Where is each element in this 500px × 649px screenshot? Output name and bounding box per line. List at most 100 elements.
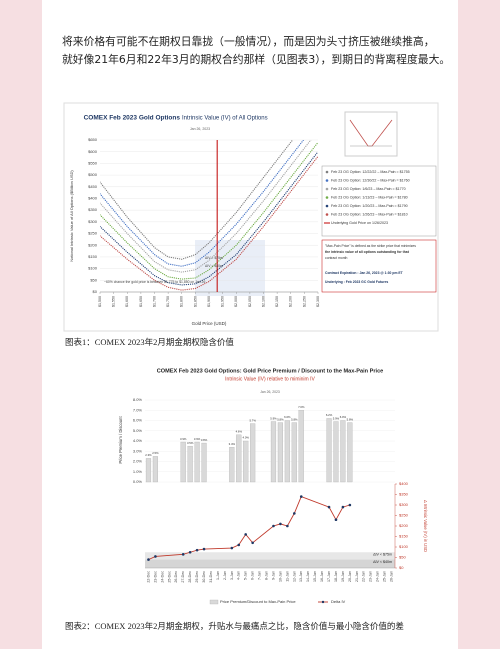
x-tick-label: 2-Jan <box>223 571 227 580</box>
bar <box>180 441 186 483</box>
x-tick-label: $1,550 <box>112 296 116 307</box>
x-axis-label: Gold Price (USD) <box>192 321 227 326</box>
x-tick-label: $1,500 <box>98 296 102 307</box>
figure-caption: 图表1：COMEX 2023年2月期金期权隐含价值 <box>65 337 234 347</box>
chart-title-suffix: Intrinsic Value (IV) of All Options <box>182 116 268 122</box>
annotation: ~60% chance the gold price is between $1… <box>104 280 205 284</box>
x-tick-label: 7-Jan <box>258 571 262 580</box>
x-tick-label: 11-Jan <box>285 571 289 582</box>
bar <box>291 422 297 483</box>
curve <box>100 140 294 260</box>
x-tick-label: $2,250 <box>302 296 306 307</box>
line-point <box>181 553 185 556</box>
x-tick-label: 5-Jan <box>244 571 248 580</box>
y-tick-label: 0.0% <box>133 479 143 484</box>
chart-date: Jan 26, 2023 <box>260 390 280 394</box>
y-tick-label: $200 <box>88 242 98 247</box>
x-tick-label: 6-Jan <box>251 571 255 580</box>
legend-label: Feb 23 OG Option: 12/30/22 – Max-Pain = … <box>331 178 410 182</box>
line-point <box>195 548 199 552</box>
curve <box>100 141 318 280</box>
band-label: ΔIV < $40m <box>373 560 392 564</box>
y2-tick-label: $400 <box>399 481 409 486</box>
y-tick-label: $500 <box>88 172 98 177</box>
x-tick-label: $2,300 <box>316 296 320 307</box>
annotation: ΔIV = $75m <box>205 256 223 260</box>
y-tick-label: $350 <box>88 207 98 212</box>
x-tick-label: 16-Jan <box>320 571 324 582</box>
y-axis-label: Notional Intrinsic Value of All Options … <box>69 170 74 262</box>
line-point <box>188 550 192 554</box>
bar-label: 6.0% <box>284 415 291 419</box>
x-tick-label: 10-Jan <box>278 571 282 582</box>
y-tick-label: $50 <box>90 277 97 282</box>
band <box>145 552 395 568</box>
legend-label: Feb 23 OG Option: 1/20/23 – Max-Pain = $… <box>331 204 408 208</box>
bar-label: 4.6% <box>236 430 243 434</box>
x-tick-label: 8-Jan <box>264 571 268 580</box>
y2-tick-label: $250 <box>399 513 409 518</box>
bar <box>243 440 249 483</box>
y-tick-label: $150 <box>88 254 98 259</box>
bar-label: 3.4% <box>229 442 236 446</box>
figure-caption: 图表2：COMEX 2023年2月期金期权，升贴水与最痛点之比，隐含价值与最小隐… <box>65 621 404 631</box>
bar <box>236 434 242 483</box>
line-point <box>334 518 338 521</box>
curve <box>100 151 318 286</box>
x-tick-label: 3-Jan <box>230 571 234 580</box>
bar <box>298 410 304 483</box>
x-tick-label: 31-Dec <box>209 571 213 583</box>
x-tick-label: $2,000 <box>234 296 238 307</box>
x-tick-label: $1,950 <box>221 296 225 307</box>
line-point <box>147 558 150 561</box>
x-tick-label: 26-Dec <box>174 571 178 583</box>
legend-label: Feb 23 OG Option: 1/6/23 – Max-Pain = $1… <box>331 187 406 191</box>
x-tick-label: 21-Jan <box>355 571 359 582</box>
x-tick-label: 17-Jan <box>327 571 331 582</box>
x-tick-label: $2,200 <box>289 296 293 307</box>
line-point <box>244 533 247 536</box>
legend-swatch <box>325 204 329 208</box>
x-tick-label: 30-Dec <box>202 571 206 583</box>
curve <box>100 140 305 267</box>
x-tick-label: 24-Jan <box>376 571 380 582</box>
note: contract month <box>325 256 348 260</box>
x-tick-label: 29-Dec <box>195 571 199 583</box>
legend-box <box>321 165 437 237</box>
legend-label: Underlying Gold Price on 1/26/2023 <box>331 221 388 225</box>
bar <box>250 423 256 483</box>
line-point <box>327 505 331 509</box>
y-tick-label: 4.0% <box>133 438 143 443</box>
bar-label: 3.5% <box>187 441 194 445</box>
y-tick-label: 2.0% <box>133 459 143 464</box>
y-tick-label: 8.0% <box>133 397 143 402</box>
line-point <box>348 503 352 507</box>
x-tick-label: $2,100 <box>261 296 265 307</box>
y-tick-label: 5.0% <box>133 428 143 433</box>
line-point <box>230 546 234 550</box>
bar <box>277 422 283 483</box>
bar <box>270 421 277 483</box>
x-tick-label: 24-Dec <box>160 571 164 583</box>
bar <box>284 420 290 483</box>
legend-swatch <box>325 170 329 174</box>
x-tick-label: 9-Jan <box>271 571 275 580</box>
y-tick-label: 6.0% <box>133 418 143 423</box>
x-tick-label: 27-Dec <box>181 571 185 583</box>
y-tick-label: $300 <box>88 219 98 224</box>
line-point <box>202 547 206 551</box>
bar-label: 2.5% <box>152 451 159 455</box>
x-tick-label: 23-Dec <box>153 571 157 583</box>
bar-label: 4.0% <box>243 436 250 440</box>
x-tick-label: $1,750 <box>166 296 170 307</box>
note: Contract Expiration : Jan 26, 2023 @ 1:3… <box>325 271 404 275</box>
legend-swatch <box>325 187 329 191</box>
bar <box>152 456 158 483</box>
line-point <box>154 555 157 558</box>
line-point <box>279 522 282 526</box>
x-tick-label: 4-Jan <box>237 571 241 580</box>
bar-label: 5.8% <box>347 417 354 421</box>
x-tick-label: $1,900 <box>207 296 211 307</box>
x-tick-label: 22-Jan <box>362 571 366 582</box>
